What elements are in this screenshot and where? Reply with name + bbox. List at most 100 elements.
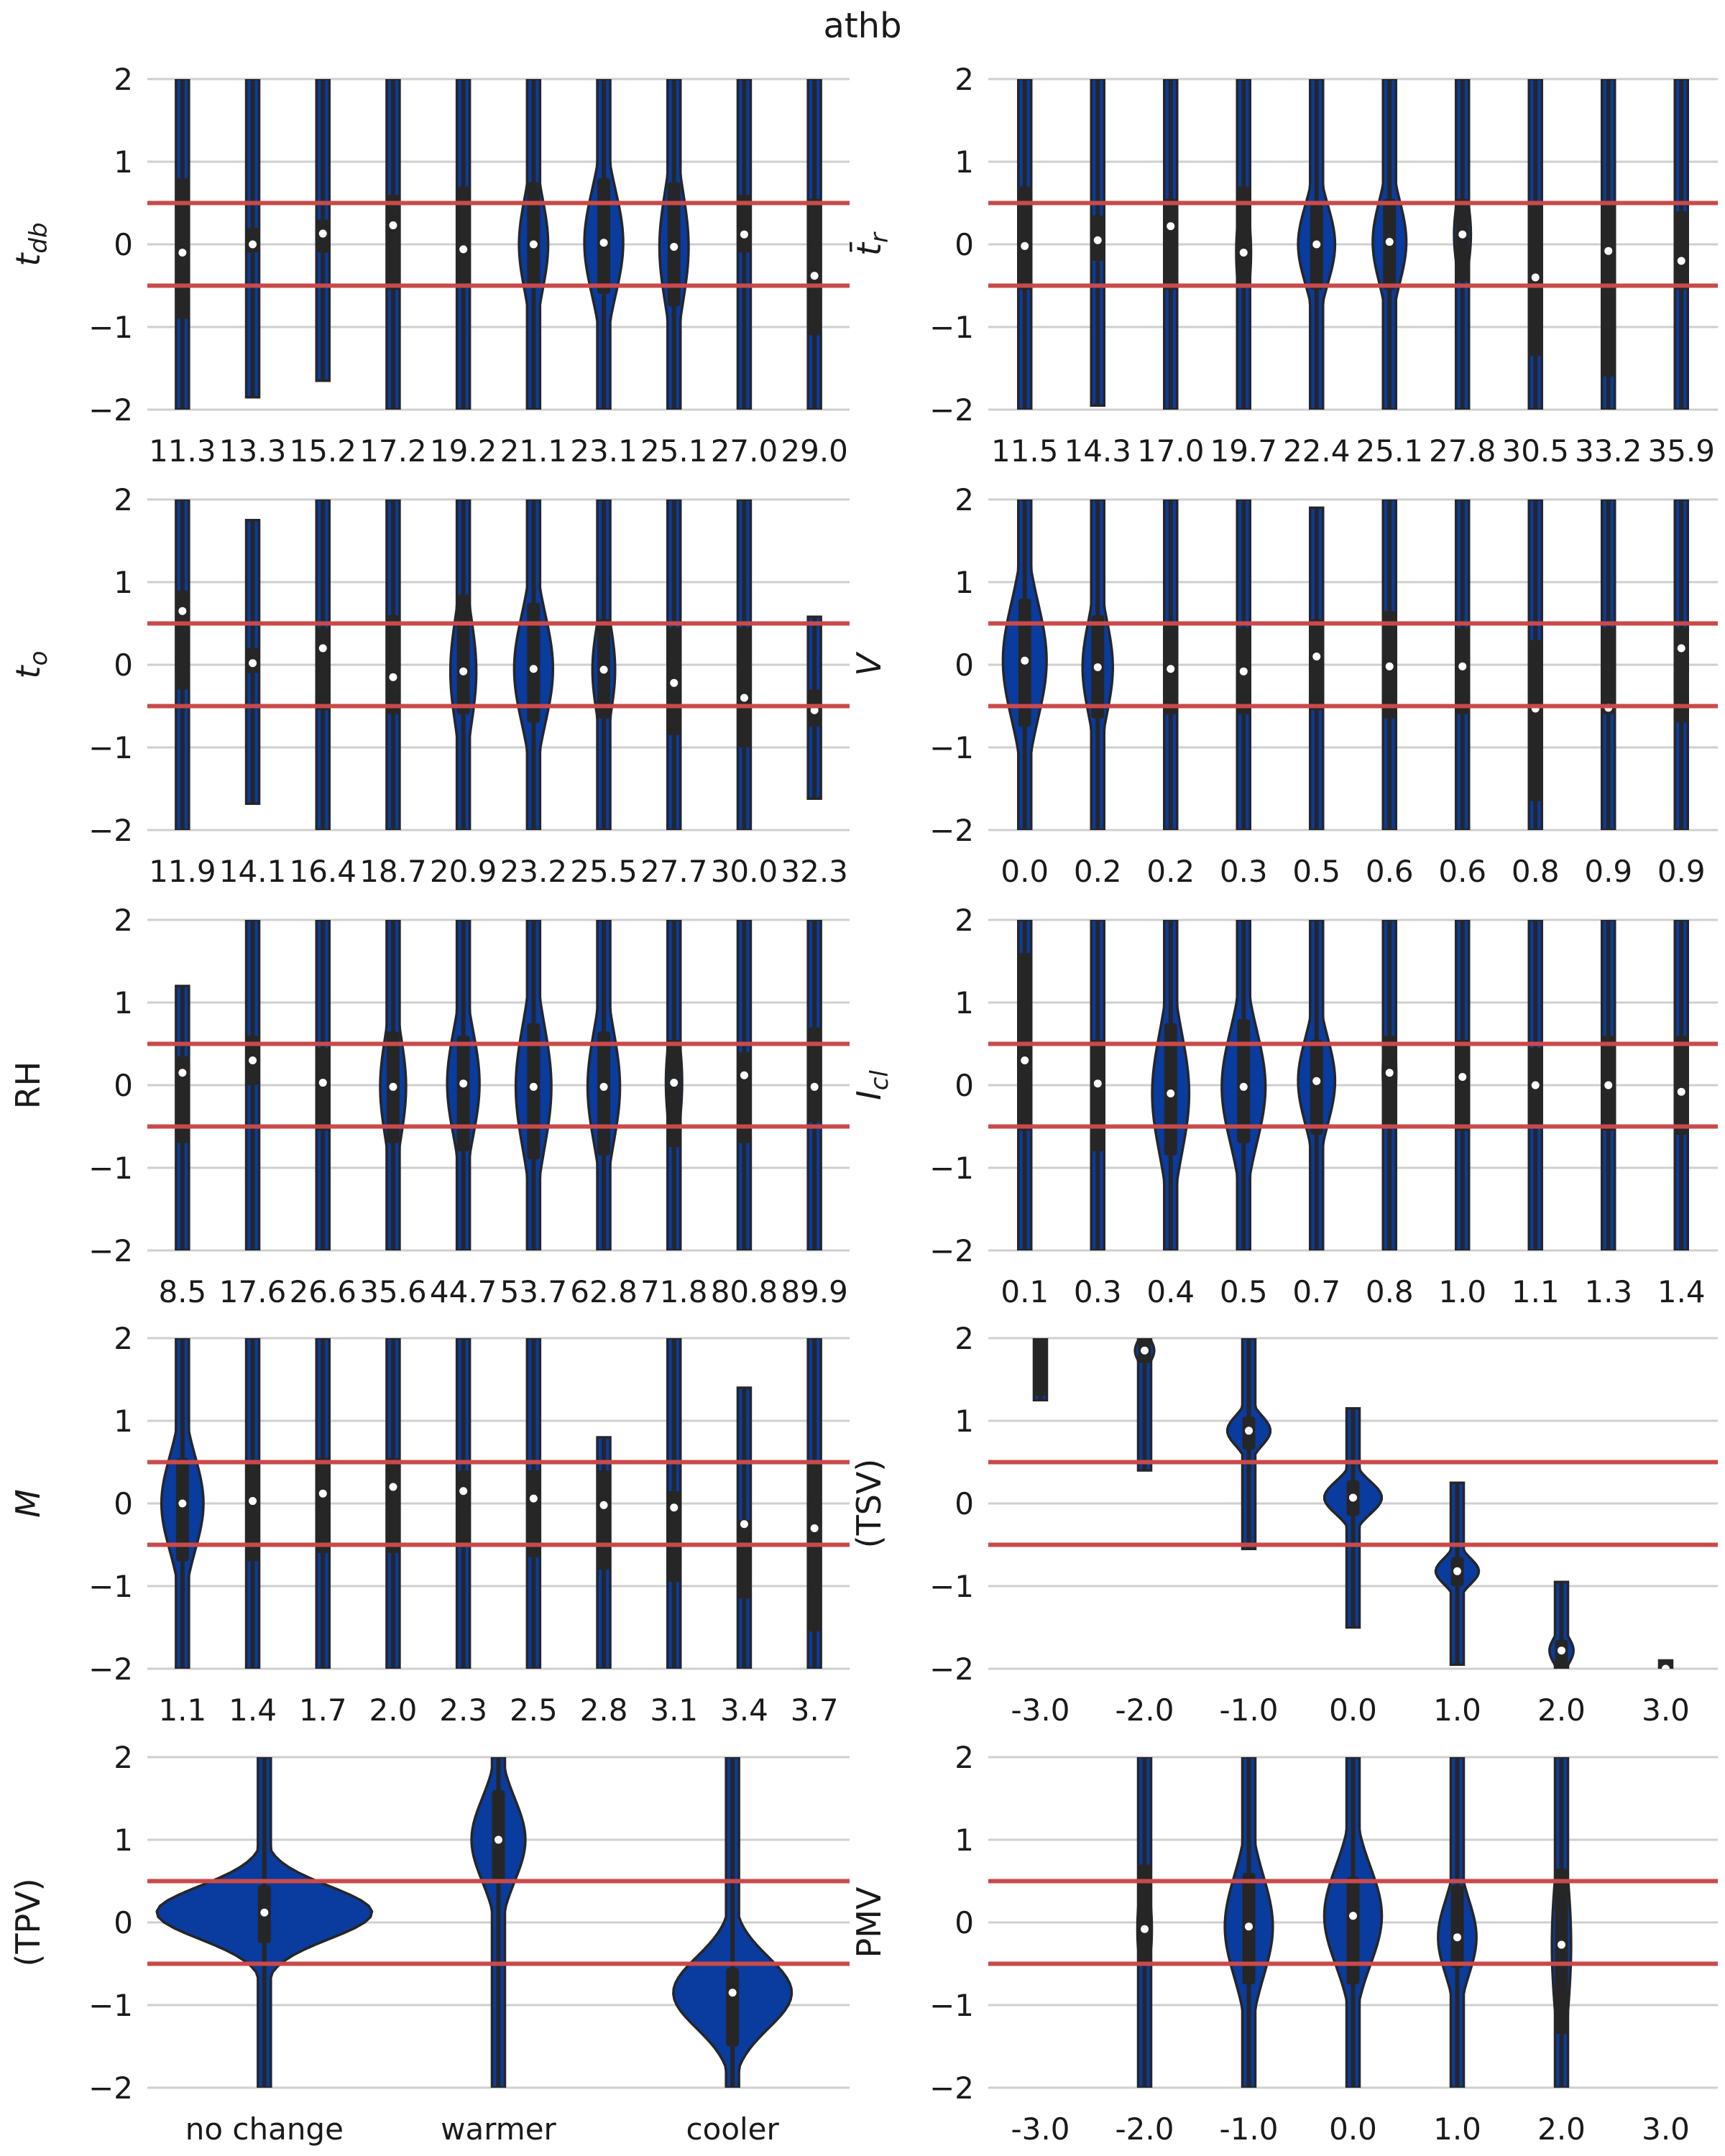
median-dot xyxy=(494,1835,502,1844)
iqr-box xyxy=(1455,627,1469,714)
y-tick-label: −1 xyxy=(88,730,133,765)
iqr-box xyxy=(1675,1036,1688,1135)
x-tick-label: 2.0 xyxy=(1537,1692,1586,1728)
median-dot xyxy=(459,1079,468,1088)
x-tick-label: 2.0 xyxy=(369,1692,418,1728)
median-dot xyxy=(1453,1933,1461,1942)
y-tick-label: 0 xyxy=(114,648,133,683)
median-dot xyxy=(529,1082,538,1091)
median-dot xyxy=(1167,665,1175,673)
median-dot xyxy=(260,1908,269,1917)
x-tick-label: 35.6 xyxy=(359,1274,427,1309)
violin-layer xyxy=(155,1757,794,2088)
x-tick-label: 62.8 xyxy=(570,1274,638,1309)
median-dot xyxy=(1093,236,1102,244)
iqr-box xyxy=(1675,627,1688,723)
x-tick-label: 2.8 xyxy=(580,1692,628,1728)
x-tick-label: 33.2 xyxy=(1575,433,1642,469)
subplot-10: 2 1 0 −1 −2 PMV -3.0 -2.0 -1.0 0.0 1.0 2.0 3.0 xyxy=(850,1740,1718,2147)
median-dot xyxy=(178,249,187,257)
iqr-box xyxy=(456,1036,470,1151)
median-dot xyxy=(740,694,748,702)
iqr-box xyxy=(246,228,259,253)
x-tick-label: 80.8 xyxy=(711,1274,778,1309)
median-dot xyxy=(599,1082,608,1091)
x-tick-label: 1.1 xyxy=(1512,1274,1560,1309)
median-dot xyxy=(1245,1427,1253,1435)
median-dot xyxy=(1677,1087,1685,1096)
median-dot xyxy=(1093,1079,1102,1088)
median-dot xyxy=(178,1499,187,1508)
y-tick-label: −1 xyxy=(88,1988,133,2023)
median-dot xyxy=(1239,667,1248,676)
y-tick-label: −1 xyxy=(929,730,974,765)
x-tick-label: 14.3 xyxy=(1064,433,1131,469)
x-tick-label: 0.6 xyxy=(1438,854,1486,889)
iqr-box xyxy=(492,1790,505,1881)
x-tick-label: 27.8 xyxy=(1429,433,1496,469)
median-dot xyxy=(1385,1069,1394,1077)
x-tick-label: 17.2 xyxy=(359,433,427,469)
median-dot xyxy=(1021,1056,1029,1064)
x-tick-label: 1.0 xyxy=(1433,1692,1481,1728)
y-tick-label: −2 xyxy=(88,813,133,848)
x-tick-label: -2.0 xyxy=(1116,1692,1174,1728)
x-tick-label: 19.7 xyxy=(1210,433,1277,469)
iqr-box xyxy=(1555,1869,1568,2035)
iqr-box xyxy=(737,1052,751,1143)
median-dot xyxy=(1604,247,1613,255)
x-tick-label: 0.6 xyxy=(1366,854,1414,889)
iqr-box xyxy=(527,602,540,723)
median-dot xyxy=(1385,238,1394,247)
x-tick-label: 1.1 xyxy=(158,1692,206,1728)
x-tick-label: 0.2 xyxy=(1074,854,1122,889)
median-dot xyxy=(670,242,678,251)
median-dot xyxy=(389,1082,397,1091)
violin-layer xyxy=(175,920,822,1250)
x-tick-label: 25.1 xyxy=(1356,433,1423,469)
median-dot xyxy=(1458,230,1467,239)
median-dot xyxy=(810,1524,819,1532)
x-tick-label: 0.7 xyxy=(1292,1274,1340,1309)
iqr-box xyxy=(175,1457,189,1562)
x-tick-label: 21.1 xyxy=(500,433,568,469)
x-tick-label: 0.0 xyxy=(1329,2111,1377,2147)
iqr-box xyxy=(386,615,400,714)
median-dot xyxy=(740,1071,748,1079)
iqr-box xyxy=(667,1491,681,1583)
y-tick-label: 1 xyxy=(954,985,974,1021)
iqr-box xyxy=(1455,198,1469,282)
iqr-box xyxy=(737,1520,751,1599)
median-dot xyxy=(1458,662,1467,671)
median-dot xyxy=(249,659,257,668)
subplot-6: 2 1 0 −1 −2 Icl 0.1 0.3 0.4 0.5 0.7 0.8 1.0 1.1 1.3 1.4 xyxy=(850,903,1718,1309)
y-tick-label: 0 xyxy=(954,1905,974,1940)
y-axis-label: tdb xyxy=(9,222,53,266)
x-tick-label: 3.4 xyxy=(720,1692,768,1728)
y-tick-label: 0 xyxy=(114,1905,133,1940)
x-tick-label: 71.8 xyxy=(640,1274,708,1309)
x-tick-label: 35.9 xyxy=(1647,433,1715,469)
subplot-8: 2 1 0 −1 −2 (TSV) -3.0 -2.0 -1.0 0.0 1.0 2.0 3.0 xyxy=(850,1321,1718,1728)
iqr-box xyxy=(597,1470,611,1570)
median-dot xyxy=(1141,1346,1149,1355)
x-tick-label: 32.3 xyxy=(781,854,848,889)
iqr-box xyxy=(1455,1039,1469,1131)
x-tick-label: 1.4 xyxy=(229,1692,277,1728)
iqr-box xyxy=(316,1048,330,1131)
iqr-box xyxy=(808,198,822,336)
median-dot xyxy=(1349,1493,1357,1502)
y-tick-label: 1 xyxy=(954,1404,974,1439)
subplot-2: 2 1 0 −1 −2 t̄r 11.5 14.3 17.0 19.7 22.4 25.1 27.8 30… xyxy=(850,62,1718,469)
y-tick-label: −2 xyxy=(929,813,974,848)
subplot-1: 2 1 0 −1 −2 tdb 11.3 13.3 15.2 17.2 19.2 21.1 23.1 25… xyxy=(9,62,850,469)
median-dot xyxy=(249,1056,257,1064)
iqr-box xyxy=(1383,1036,1397,1127)
y-tick-label: −1 xyxy=(88,1569,133,1604)
y-tick-label: −2 xyxy=(929,1233,974,1268)
median-dot xyxy=(599,239,608,247)
violin-layer xyxy=(175,499,822,830)
iqr-box xyxy=(175,1056,189,1143)
